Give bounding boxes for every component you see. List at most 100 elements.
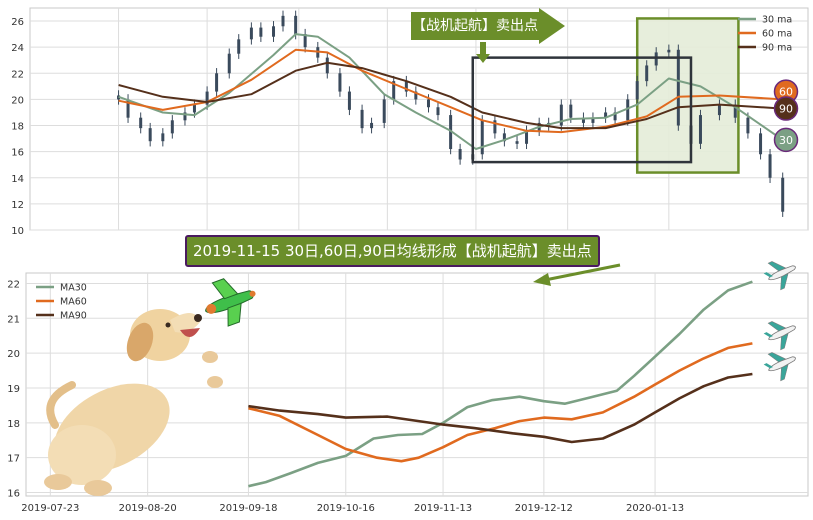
price-candle	[525, 130, 529, 144]
price-candle	[604, 112, 608, 118]
series-line-60-ma	[118, 48, 783, 134]
x-tick-label: 2019-11-13	[414, 503, 472, 514]
airplane-body	[768, 356, 796, 372]
price-candle	[325, 57, 329, 74]
price-candle	[613, 112, 617, 121]
toy-plane-wing	[227, 302, 242, 327]
puppy-snout	[170, 312, 200, 333]
airplane-wing	[767, 352, 787, 363]
price-candle	[338, 73, 342, 92]
price-candle	[192, 104, 196, 113]
price-candle	[249, 27, 253, 40]
callout-pointer	[476, 42, 490, 63]
y-tick-label: 14	[11, 174, 24, 185]
price-candle	[215, 73, 219, 92]
pointer-arrow-head	[533, 273, 551, 286]
series-line-90-ma	[118, 61, 783, 130]
price-candle	[360, 109, 364, 129]
puppy-tail	[46, 381, 76, 429]
x-tick-label: 2019-07-23	[21, 503, 79, 514]
price-candle	[436, 107, 440, 116]
ma-badge-label: 90	[779, 103, 793, 116]
price-candle	[667, 49, 671, 53]
price-candle	[227, 53, 231, 74]
y-tick-label: 24	[11, 43, 24, 54]
price-candle	[237, 39, 241, 54]
price-candle	[717, 104, 721, 116]
price-candle	[645, 65, 649, 82]
price-candle	[139, 117, 143, 129]
puppy-mouth	[180, 328, 200, 338]
callout-top: 【战机起航】卖出点	[411, 12, 539, 40]
price-candle	[183, 112, 187, 121]
puppy-nose	[194, 314, 202, 322]
callout-arrow-shape	[539, 8, 565, 44]
price-candle	[272, 26, 276, 37]
ma-badge-label: 60	[779, 86, 793, 99]
y-tick-label: 16	[11, 148, 24, 159]
ma-badge	[773, 96, 799, 121]
legend-label: 30 ma	[762, 15, 792, 26]
x-tick-label: 2019-09-18	[219, 503, 277, 514]
series-line-ma30	[248, 280, 753, 488]
puppy-foot	[84, 480, 112, 496]
y-tick-label: 26	[11, 17, 24, 28]
toy-plane-icon	[205, 278, 256, 327]
puppy-paw	[207, 376, 223, 388]
pointer-arrow-line	[544, 263, 621, 282]
airplane-wing	[780, 364, 789, 382]
price-candle	[148, 128, 152, 142]
series-line-ma60	[248, 342, 753, 463]
puppy-mascot	[44, 309, 223, 496]
series-line-ma90	[248, 372, 753, 444]
airplane-tail	[763, 332, 773, 338]
airplane-tail	[763, 272, 773, 278]
upper-chart: 10 12 14 16 18 20 22 24 26 30 ma 60 ma 90 ma 60 90 30	[11, 7, 809, 237]
price-candle	[414, 91, 418, 100]
y-tick-label: 22	[7, 279, 20, 290]
price-candle	[768, 154, 772, 178]
y-tick-label: 18	[7, 419, 20, 430]
price-candle	[759, 133, 763, 155]
legend-label: MA30	[60, 283, 87, 294]
price-candle	[654, 52, 658, 66]
y-tick-label: 17	[7, 454, 20, 465]
price-candle	[458, 149, 462, 160]
price-candle	[502, 133, 506, 142]
airplane-icon	[763, 261, 796, 291]
price-candle	[382, 99, 386, 123]
price-candle	[569, 104, 573, 118]
legend-label: MA90	[60, 311, 87, 322]
price-candle	[404, 81, 408, 92]
price-candle	[426, 99, 430, 108]
callout-mid: 2019-11-15 30日,60日,90日均线形成【战机起航】卖出点	[185, 235, 600, 267]
toy-plane-tail	[206, 303, 217, 314]
price-candle	[347, 91, 351, 110]
puppy-ear	[126, 322, 154, 362]
price-candle	[635, 81, 639, 100]
price-candle	[515, 141, 519, 144]
airplane-icon	[763, 321, 796, 351]
price-candle	[303, 34, 307, 48]
y-tick-label: 20	[11, 95, 24, 106]
price-candle	[676, 49, 680, 126]
highlight-box-dark	[471, 56, 693, 164]
ma-badge-label: 30	[779, 134, 793, 147]
price-candle	[480, 120, 484, 155]
price-candle	[581, 117, 585, 123]
price-candle	[591, 117, 595, 123]
price-candle	[781, 177, 785, 212]
y-tick-label: 20	[7, 349, 20, 360]
y-tick-label: 10	[11, 226, 24, 237]
x-tick-label: 2019-12-12	[515, 503, 573, 514]
airplane-body	[768, 265, 796, 281]
price-candle	[559, 104, 563, 126]
price-candle	[733, 104, 737, 118]
series-line-30-ma	[118, 33, 784, 150]
price-candle	[698, 115, 702, 144]
price-candle	[126, 99, 130, 118]
toy-plane-wing	[211, 278, 239, 300]
puppy-hip	[48, 425, 116, 485]
price-candle	[493, 120, 497, 134]
